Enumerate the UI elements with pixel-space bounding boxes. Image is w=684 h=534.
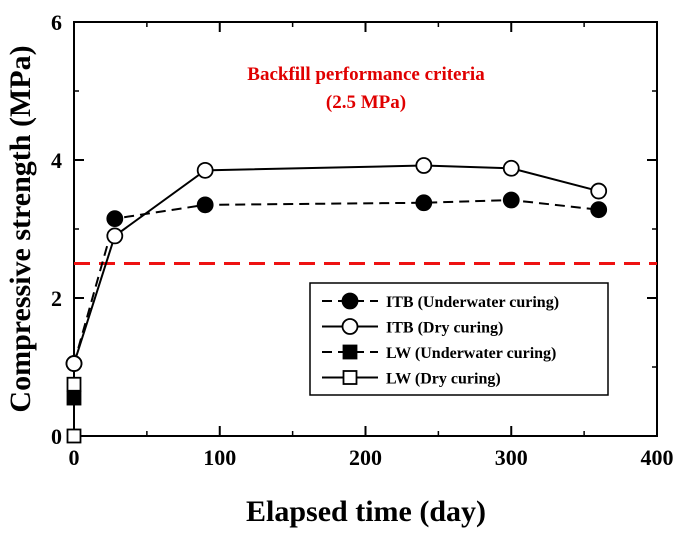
x-tick-label: 0 [69, 445, 80, 470]
data-point [106, 210, 124, 228]
data-point [66, 376, 82, 392]
data-point [502, 159, 520, 177]
data-point [196, 161, 214, 179]
data-point [66, 390, 82, 406]
x-tick-label: 300 [495, 445, 528, 470]
data-point [65, 355, 83, 372]
axis-ticks [73, 21, 658, 437]
legend-label: LW (Underwater curing) [386, 345, 556, 362]
criteria-annotation-line2: (2.5 MPa) [326, 92, 406, 113]
criteria-annotation-line1: Backfill performance criteria [247, 64, 485, 85]
series-markers [65, 157, 608, 444]
data-point [502, 191, 520, 209]
data-point [415, 194, 433, 212]
series-line [73, 199, 599, 364]
data-point [196, 196, 214, 214]
data-point [415, 157, 433, 174]
y-tick-label: 4 [51, 148, 62, 173]
legend-item: LW (Dry curing) [322, 370, 501, 388]
data-point [590, 182, 608, 200]
series-layer [65, 157, 608, 444]
x-axis-title: Elapsed time (day) [246, 495, 486, 528]
data-point [66, 428, 82, 444]
series-line [73, 164, 599, 364]
legend-marker [342, 370, 358, 385]
data-point [590, 201, 608, 219]
y-axis-title: Compressive strength (MPa) [4, 45, 37, 412]
data-point [106, 227, 124, 245]
legend-marker [341, 292, 359, 310]
legend-label: LW (Dry curing) [386, 371, 501, 388]
series-marker-group [65, 157, 608, 372]
legend-marker [341, 318, 359, 335]
legend-item: LW (Underwater curing) [322, 344, 556, 362]
x-tick-label: 400 [641, 445, 674, 470]
legend-item: ITB (Dry curing) [322, 318, 503, 337]
y-tick-label: 0 [51, 424, 62, 449]
axis-tick-labels: 0 100 200 300 400 0 2 4 6 [51, 10, 674, 470]
series-marker-group [66, 376, 82, 444]
legend-label: ITB (Dry curing) [386, 320, 503, 337]
legend-label: ITB (Underwater curing) [386, 294, 559, 311]
legend-item: ITB (Underwater curing) [322, 292, 559, 311]
x-tick-label: 200 [349, 445, 382, 470]
series-marker-group [66, 390, 82, 406]
y-tick-label: 2 [51, 286, 62, 311]
legend-marker [342, 344, 358, 360]
legend: ITB (Underwater curing) ITB (Dry curing) L… [309, 282, 609, 396]
series-lines [73, 164, 599, 364]
y-tick-label: 6 [51, 10, 62, 35]
x-tick-label: 100 [203, 445, 236, 470]
